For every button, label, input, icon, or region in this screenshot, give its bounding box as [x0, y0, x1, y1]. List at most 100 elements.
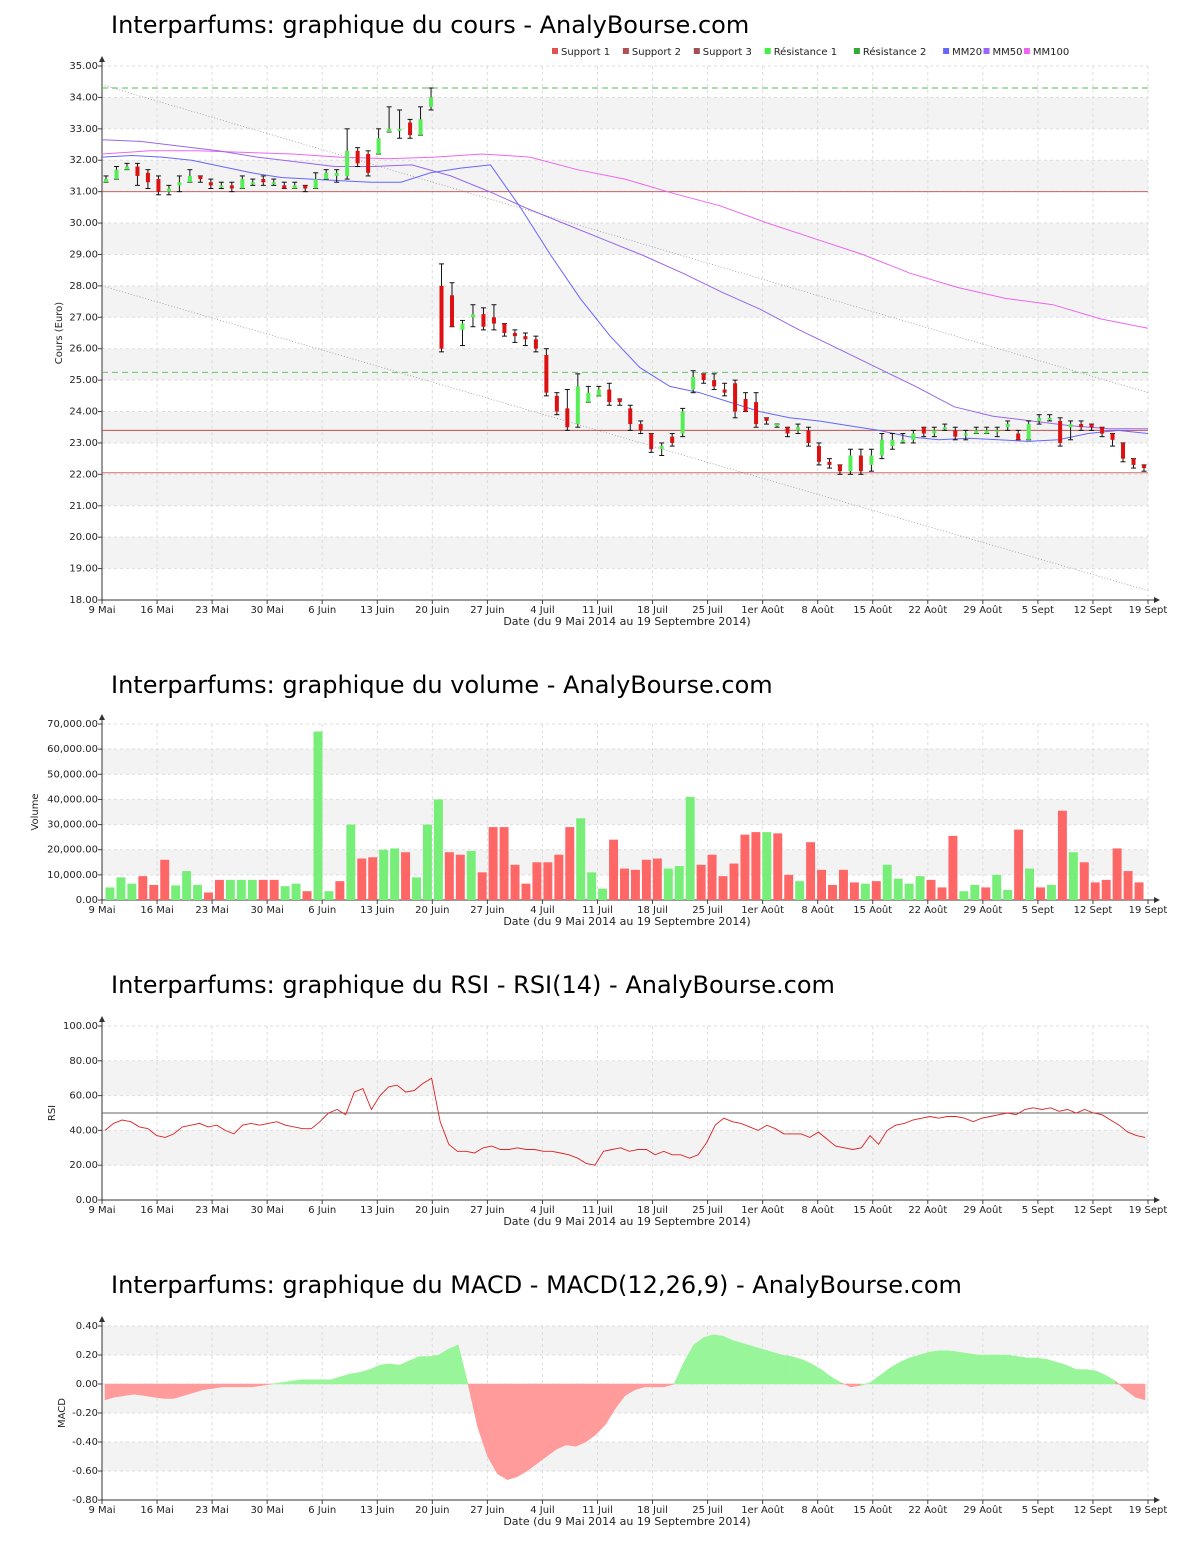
x-tick-label: 6 Juin [308, 605, 336, 616]
macd-area-segment [1085, 1369, 1097, 1385]
volume-bar [313, 731, 323, 900]
candle-body [743, 398, 748, 412]
volume-bar [291, 883, 301, 900]
macd-area-segment [565, 1383, 577, 1447]
candle-body [355, 150, 360, 164]
x-axis-arrow [1154, 1497, 1160, 1503]
volume-bar [302, 891, 312, 900]
y-tick-label: 20.00 [69, 532, 98, 543]
volume-bar [214, 879, 224, 900]
y-tick-label: 25.00 [69, 375, 98, 386]
plot-band [102, 223, 1148, 255]
plot-band [102, 1060, 1148, 1096]
y-tick-label: 34.00 [69, 92, 98, 103]
volume-bar [433, 799, 443, 900]
volume-bar [795, 881, 805, 900]
candle-body [911, 433, 916, 440]
y-tick-label: 0.00 [76, 1195, 98, 1206]
candle-body [921, 427, 926, 434]
macd-area-segment [958, 1351, 969, 1385]
macd-area-segment [654, 1383, 665, 1388]
x-tick-label: 1er Août [741, 904, 784, 916]
candle-body [733, 383, 738, 412]
volume-bar [1112, 848, 1122, 900]
candle-body [586, 392, 591, 403]
volume-bar [565, 827, 575, 900]
y-tick-label: 21.00 [69, 501, 98, 512]
x-axis-arrow [1154, 897, 1160, 903]
candle-body [984, 430, 989, 434]
legend-swatch [853, 48, 860, 54]
volume-bar [258, 879, 268, 900]
macd-area-segment [408, 1356, 420, 1385]
candle-body [271, 182, 276, 185]
x-tick-label: 12 Sept [1074, 905, 1113, 916]
volume-bar [915, 876, 925, 900]
volume-bar [1134, 882, 1144, 900]
plot-band [102, 1326, 1148, 1355]
candle-body [208, 182, 213, 186]
volume-bar [893, 878, 903, 900]
macd-area-segment [909, 1354, 920, 1385]
x-tick-label: 4 Juil [530, 605, 554, 616]
y-axis-arrow [99, 1316, 105, 1322]
volume-bar [1003, 889, 1013, 900]
volume-bar [729, 863, 739, 900]
volume-bar [455, 854, 465, 900]
x-tick-label: 15 Août [853, 1204, 892, 1216]
candle-body [995, 430, 1000, 433]
x-tick-label: 27 Juin [470, 605, 504, 616]
candle-body [229, 185, 234, 189]
x-axis-arrow [1154, 597, 1160, 603]
volume-bar [1046, 884, 1056, 900]
volume-bar [882, 864, 892, 900]
x-axis-title: Date (du 9 Mai 2014 au 19 Septembre 2014… [503, 915, 750, 928]
x-tick-label: 6 Juin [308, 1505, 336, 1516]
y-tick-label: 18.00 [69, 595, 98, 606]
x-tick-label: 11 Juil [582, 905, 613, 916]
volume-bar [357, 858, 367, 900]
candle-body [701, 373, 706, 381]
x-tick-label: 1er Août [741, 1504, 784, 1516]
volume-bar [127, 883, 137, 900]
x-tick-label: 23 Mai [195, 1505, 228, 1516]
macd-area-segment [713, 1334, 724, 1385]
macd-area-segment [153, 1383, 165, 1399]
x-tick-label: 16 Mai [140, 1205, 173, 1216]
x-tick-label: 25 Juil [692, 905, 723, 916]
volume-chart: 0.00 10,000.00 20,000.00 30,000.00 40,000.00… [30, 714, 1167, 928]
macd-area-segment [320, 1379, 331, 1385]
candle-body [345, 150, 350, 176]
y-tick-label: 35.00 [69, 61, 98, 72]
volume-bar [554, 854, 564, 900]
macd-area-segment [1027, 1357, 1038, 1385]
volume-bar [762, 832, 772, 900]
macd-area-segment [448, 1344, 459, 1385]
macd-area-segment [556, 1383, 567, 1450]
macd-area-segment [977, 1354, 989, 1385]
x-axis-arrow [1154, 1197, 1160, 1203]
volume-bar [335, 881, 345, 900]
macd-area-segment [771, 1351, 783, 1385]
volume-bar [171, 885, 181, 900]
volume-bar [412, 877, 421, 900]
volume-bar [981, 887, 991, 900]
x-tick-label: 8 Août [801, 604, 834, 616]
candle-body [261, 179, 266, 183]
candle-body [1016, 433, 1021, 440]
candle-body [544, 354, 549, 393]
candle-body [869, 455, 874, 465]
volume-bar [138, 876, 148, 900]
volume-bar [685, 796, 695, 900]
candle-body [429, 97, 434, 107]
macd-area-segment [507, 1383, 518, 1481]
x-tick-label: 13 Juin [360, 905, 394, 916]
macd-chart-panel: Interparfums: graphique du MACD - MACD(1… [0, 1260, 1200, 1540]
candle-body [376, 138, 381, 154]
x-tick-label: 12 Sept [1074, 1205, 1113, 1216]
volume-bar [576, 818, 586, 900]
y-tick-label: 10,000.00 [47, 870, 98, 881]
volume-bar [959, 891, 969, 900]
volume-bar [368, 857, 378, 900]
macd-area-segment [526, 1383, 537, 1472]
